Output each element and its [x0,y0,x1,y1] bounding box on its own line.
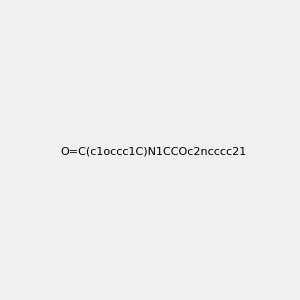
Text: O=C(c1occc1C)N1CCOc2ncccc21: O=C(c1occc1C)N1CCOc2ncccc21 [61,146,247,157]
